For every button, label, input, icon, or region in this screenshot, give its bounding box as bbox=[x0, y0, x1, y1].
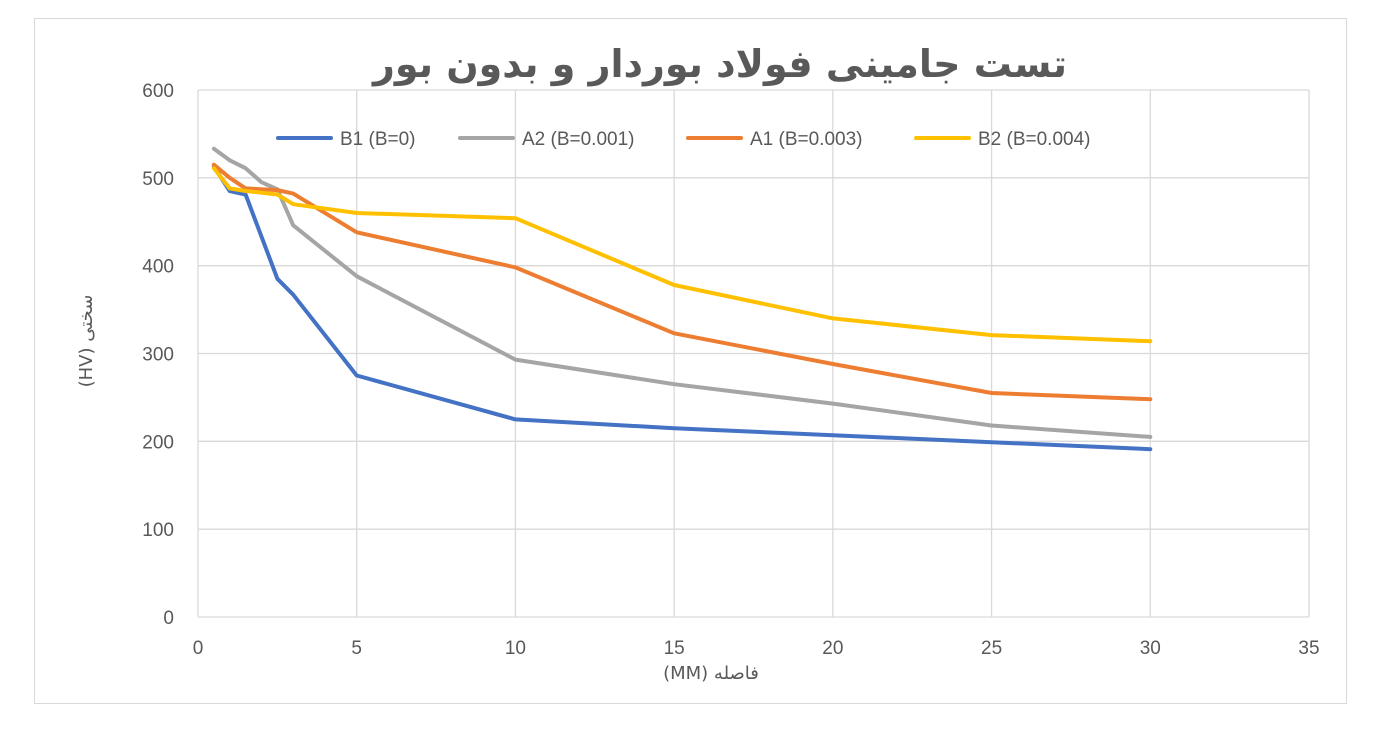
y-tick-label: 400 bbox=[142, 257, 174, 278]
series-line-4 bbox=[211, 166, 1153, 344]
x-tick-label: 25 bbox=[981, 638, 1002, 659]
x-tick-label: 35 bbox=[1298, 638, 1319, 659]
y-tick-label: 200 bbox=[142, 432, 174, 453]
y-tick-label: 100 bbox=[142, 520, 174, 541]
y-tick-label: 500 bbox=[142, 169, 174, 190]
series-lines bbox=[211, 146, 1153, 452]
x-tick-label: 10 bbox=[505, 638, 526, 659]
x-tick-label: 20 bbox=[822, 638, 843, 659]
axis-ticks: 0 100 200 300 400 500 600 0 5 10 15 20 25 30 35 bbox=[142, 81, 1319, 659]
y-axis-title: سختی (HV) bbox=[76, 295, 97, 388]
chart-title: تست جامینی فولاد بوردار و بدون بور bbox=[371, 42, 1067, 87]
legend-label: B1 (B=0) bbox=[340, 129, 416, 150]
series-line-1 bbox=[211, 164, 1153, 452]
series-line-2 bbox=[211, 146, 1153, 439]
x-axis-title: فاصله (MM) bbox=[663, 663, 759, 684]
x-tick-label: 30 bbox=[1140, 638, 1161, 659]
legend-item: A2 (B=0.001) bbox=[458, 129, 635, 150]
x-tick-label: 15 bbox=[664, 638, 685, 659]
y-tick-label: 600 bbox=[142, 81, 174, 102]
x-tick-label: 0 bbox=[193, 638, 204, 659]
legend-item: A1 (B=0.003) bbox=[686, 129, 863, 150]
y-tick-label: 300 bbox=[142, 345, 174, 366]
legend: B1 (B=0) A2 (B=0.001) A1 (B=0.003) B2 (B=0.… bbox=[276, 129, 1091, 150]
series-line-3 bbox=[211, 162, 1153, 402]
legend-label: A1 (B=0.003) bbox=[750, 129, 863, 150]
x-tick-label: 5 bbox=[351, 638, 362, 659]
line-chart: 0 100 200 300 400 500 600 0 5 10 15 20 25 30 35 تست جا… bbox=[76, 42, 1320, 684]
legend-item: B1 (B=0) bbox=[276, 129, 416, 150]
legend-item: B2 (B=0.004) bbox=[914, 129, 1091, 150]
legend-label: B2 (B=0.004) bbox=[978, 129, 1091, 150]
grid-lines bbox=[197, 89, 1310, 618]
chart-frame: 0 100 200 300 400 500 600 0 5 10 15 20 25 30 35 تست جا… bbox=[34, 18, 1347, 704]
legend-label: A2 (B=0.001) bbox=[522, 129, 635, 150]
y-tick-label: 0 bbox=[163, 608, 174, 629]
